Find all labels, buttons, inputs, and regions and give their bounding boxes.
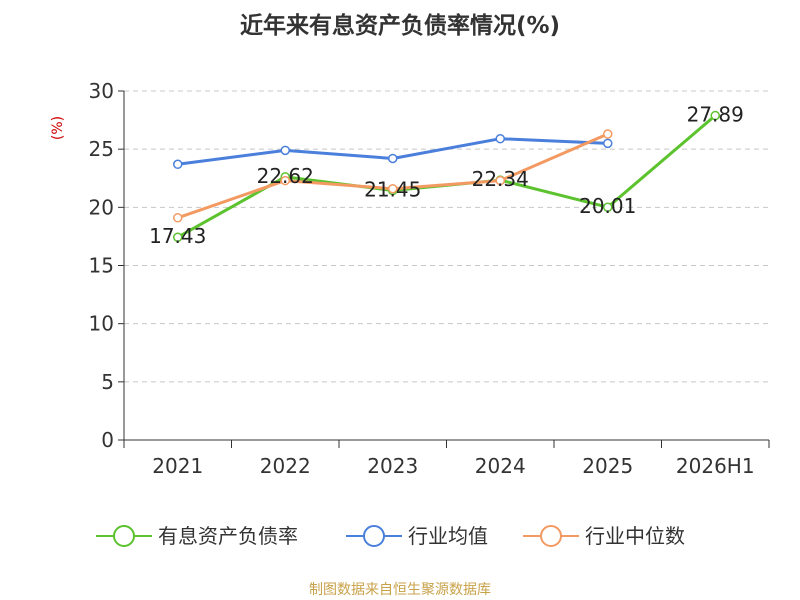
x-tick-label: 2024 — [475, 454, 526, 478]
y-tick-label: 20 — [89, 195, 114, 219]
legend: 有息资产负债率 行业均值 行业中位数 — [96, 524, 685, 548]
data-label: 21.45 — [364, 177, 421, 201]
y-tick-label: 0 — [101, 428, 114, 452]
legend-marker-0 — [113, 525, 135, 547]
series-lines — [173, 110, 720, 242]
legend-label-0: 有息资产负债率 — [158, 524, 298, 548]
x-tick-label: 2026H1 — [676, 454, 755, 478]
data-point — [173, 232, 183, 242]
data-label: 27.89 — [687, 103, 744, 127]
grid-lines — [124, 90, 769, 383]
series-line-2 — [177, 132, 609, 220]
data-point — [603, 129, 613, 139]
data-label: 22.34 — [472, 167, 529, 191]
source-footer: 制图数据来自恒生聚源数据库 — [309, 582, 491, 598]
data-point — [603, 138, 613, 149]
data-point — [388, 153, 398, 164]
data-point — [603, 202, 613, 212]
y-tick-label: 10 — [89, 312, 114, 336]
data-label: 20.01 — [579, 194, 636, 218]
data-label: 22.62 — [257, 164, 314, 188]
data-point — [388, 183, 398, 194]
legend-label-1: 行业均值 — [408, 524, 488, 548]
y-tick-label: 30 — [89, 79, 114, 103]
x-tick-label: 2022 — [260, 454, 311, 478]
y-tick-label: 25 — [89, 137, 114, 161]
y-tick-label: 15 — [89, 254, 114, 278]
x-tick-label: 2021 — [152, 454, 203, 478]
legend-marker-2 — [540, 525, 562, 547]
data-point — [173, 213, 183, 223]
legend-marker-1 — [363, 525, 385, 547]
data-point — [495, 133, 505, 144]
x-tick-label: 2025 — [582, 454, 633, 478]
y-axis-unit: (%) — [50, 116, 66, 140]
y-tick-label: 5 — [101, 370, 114, 394]
x-tick-label: 2023 — [367, 454, 418, 478]
legend-label-2: 行业中位数 — [585, 524, 685, 548]
chart-title: 近年来有息资产负债率情况(%) — [239, 13, 561, 39]
data-point — [280, 175, 290, 186]
data-point — [710, 110, 720, 121]
data-label: 17.43 — [149, 224, 206, 248]
data-point — [495, 175, 505, 186]
data-point — [173, 159, 183, 170]
data-point — [280, 145, 290, 156]
data-labels: 17.43 22.62 21.45 22.34 20.01 27.89 — [149, 103, 744, 249]
